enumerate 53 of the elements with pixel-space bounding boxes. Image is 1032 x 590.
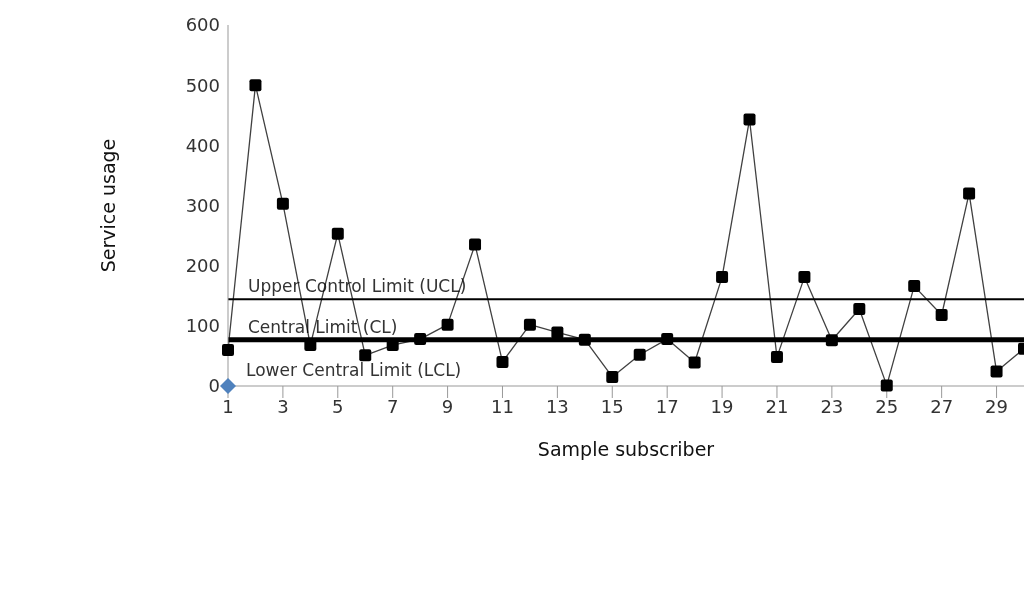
point xyxy=(990,365,1003,378)
x-tick-label: 7 xyxy=(386,395,399,417)
point xyxy=(331,227,344,240)
point xyxy=(578,333,591,346)
y-axis-title: Service usage xyxy=(96,138,119,273)
x-tick-label: 19 xyxy=(710,395,734,417)
x-tick-label: 21 xyxy=(765,395,789,417)
point xyxy=(798,271,811,284)
point xyxy=(523,318,536,331)
point xyxy=(770,351,783,364)
y-tick-label: 400 xyxy=(185,134,220,156)
point xyxy=(222,343,234,356)
x-tick-label: 1 xyxy=(222,395,234,417)
point xyxy=(249,79,262,92)
x-tick-label: 9 xyxy=(441,395,454,417)
point xyxy=(469,238,482,251)
series-label: Lower Central Limit (LCL) xyxy=(246,360,462,380)
point xyxy=(880,379,893,392)
y-tick-label: 500 xyxy=(185,74,220,96)
point xyxy=(908,280,921,293)
x-axis-title: Sample subscriber xyxy=(537,438,715,460)
x-tick-label: 13 xyxy=(545,395,569,417)
x-tick-label: 27 xyxy=(930,395,954,417)
point xyxy=(633,348,646,361)
y-tick-label: 0 xyxy=(208,375,220,397)
x-tick-label: 23 xyxy=(820,395,844,417)
y-tick-label: 300 xyxy=(185,194,220,216)
y-tick-label: 600 xyxy=(185,14,220,36)
point xyxy=(441,318,454,331)
point xyxy=(853,302,866,315)
x-tick-label: 5 xyxy=(332,395,344,417)
x-tick-label: 15 xyxy=(600,395,624,417)
point xyxy=(743,113,756,126)
point xyxy=(825,334,838,347)
point xyxy=(496,355,509,368)
point xyxy=(276,197,289,210)
point xyxy=(359,349,372,362)
point xyxy=(220,378,236,394)
x-tick-label: 29 xyxy=(985,395,1008,417)
y-tick-label: 100 xyxy=(185,315,220,337)
point xyxy=(935,309,948,321)
x-tick-label: 17 xyxy=(655,395,679,417)
x-tick-label: 11 xyxy=(491,395,514,417)
point xyxy=(688,356,701,369)
y-tick-label: 200 xyxy=(185,255,220,277)
point xyxy=(963,187,976,200)
x-tick-label: 3 xyxy=(277,395,289,417)
x-tick-label: 25 xyxy=(875,395,899,417)
point xyxy=(606,370,619,383)
point xyxy=(414,333,427,346)
point xyxy=(551,326,564,339)
point xyxy=(716,271,729,284)
point xyxy=(661,333,674,346)
